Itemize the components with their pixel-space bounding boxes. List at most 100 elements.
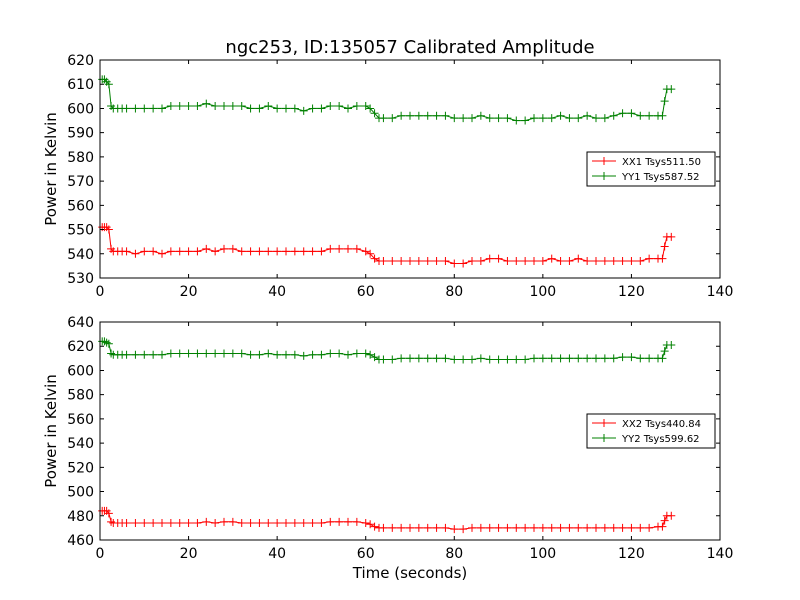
bottom-axes-frame [99, 321, 721, 541]
bottom-series-1-point [459, 525, 468, 534]
bottom-series-2-point [352, 349, 361, 358]
top-legend: XX1 Tsys511.50 YY1 Tsys587.52 [586, 151, 716, 187]
top-series-2-point [556, 111, 565, 120]
bottom-series-2-point [202, 349, 211, 358]
top-series-1-point [149, 247, 158, 256]
bottom-series-1-point [290, 519, 299, 528]
bottom-series-1-point [273, 519, 282, 528]
top-x-tick-label: 20 [180, 284, 198, 300]
bottom-series-2-point [335, 349, 344, 358]
top-series-2-point [104, 80, 113, 89]
top-series-2-point [175, 102, 184, 111]
top-y-tick-label: 620 [67, 53, 94, 69]
top-y-tick-label: 570 [67, 174, 94, 190]
bottom-series-1-point [140, 519, 149, 528]
top-series-1-point [175, 247, 184, 256]
bottom-x-tick-label: 0 [96, 546, 105, 562]
top-series-1-point [202, 244, 211, 253]
bottom-series-2-point [530, 354, 538, 363]
top-series-2-point [468, 114, 476, 123]
bottom-series-2 [98, 337, 676, 364]
bottom-series-1-point [592, 523, 600, 532]
top-legend-label: YY1 Tsys587.52 [621, 172, 700, 183]
bottom-x-tick-label: 20 [180, 546, 198, 562]
bottom-series-2-point [264, 349, 273, 358]
top-series-2-point [565, 114, 574, 123]
top-series-1-point [131, 249, 140, 258]
bottom-series-1-point [414, 523, 423, 532]
bottom-series-2-point [370, 353, 379, 362]
bottom-series-1-point [609, 523, 618, 532]
top-series-2-point [361, 102, 370, 111]
top-series-1-point [565, 257, 574, 266]
top-series-2-point [166, 102, 175, 111]
top-x-tick-label: 40 [268, 284, 286, 300]
top-series-2-point [202, 99, 211, 108]
top-series-2-point [538, 114, 547, 123]
top-series-1-point [618, 257, 627, 266]
top-series-1-point [592, 257, 600, 266]
bottom-series-1-point [521, 523, 530, 532]
bottom-series-1-point [530, 523, 538, 532]
bottom-y-tick-label: 640 [67, 315, 94, 331]
bottom-series-1-point [211, 519, 220, 528]
top-x-tick-label: 120 [618, 284, 645, 300]
bottom-series-1-point [600, 523, 609, 532]
top-legend-marker [600, 157, 608, 165]
top-x-tick-label: 0 [96, 284, 105, 300]
top-series-2-point [667, 85, 676, 94]
bottom-series-1-point [299, 519, 308, 528]
bottom-series-2-point [441, 354, 450, 363]
top-series-2-point [246, 104, 255, 113]
top-series-2-point [379, 114, 388, 123]
top-series-2-point [450, 114, 459, 123]
top-series-2-point [264, 102, 273, 111]
bottom-legend-box [586, 413, 716, 449]
bottom-series-1-point [228, 517, 237, 526]
bottom-series-2-point [140, 350, 149, 359]
top-legend-label: XX1 Tsys511.50 [622, 157, 701, 168]
top-series-2-point [149, 104, 158, 113]
top-series-2-point [158, 104, 166, 113]
bottom-series-2-point [547, 354, 556, 363]
bottom-series-1-point [627, 523, 636, 532]
top-series-1-point [220, 244, 228, 253]
bottom-series-2-point [494, 355, 503, 364]
top-series-1-point [636, 257, 645, 266]
top-series-2 [98, 75, 676, 125]
bottom-series-1-point [583, 523, 592, 532]
bottom-series-1-point [547, 523, 556, 532]
top-y-tick-label: 560 [67, 198, 94, 214]
top-series-1-point [423, 257, 432, 266]
bottom-series-1-point [158, 519, 166, 528]
top-series-1-point [547, 254, 556, 263]
top-series-2-point [308, 104, 317, 113]
bottom-series-1-point [175, 519, 184, 528]
top-series-2-point [627, 109, 636, 118]
bottom-series-1-point [636, 523, 645, 532]
bottom-series-2-point [326, 349, 335, 358]
x-axis-label: Time (seconds) [352, 564, 468, 582]
bottom-series-1-point [494, 523, 503, 532]
top-series-1-point [645, 254, 654, 263]
bottom-legend: XX2 Tsys440.84 YY2 Tsys599.62 [586, 413, 716, 449]
top-series-2-point [237, 102, 246, 111]
top-series-2-point [255, 104, 264, 113]
bottom-series-2-point [600, 354, 609, 363]
top-axes-frame [99, 59, 721, 279]
top-series-1-point [335, 244, 344, 253]
bottom-series-2-point [627, 353, 636, 362]
top-series-2-point [414, 111, 423, 120]
top-series-2-point [366, 104, 375, 113]
bottom-series-2-point [592, 354, 600, 363]
bottom-series-1-point [131, 519, 140, 528]
top-series-1-point [494, 254, 503, 263]
bottom-series-2-point [432, 354, 441, 363]
top-series-2-point [193, 102, 202, 111]
top-series-2-point [660, 97, 669, 106]
bottom-series-2-point [459, 355, 468, 364]
top-series-1-point [122, 247, 131, 256]
top-series-1-point [282, 247, 290, 256]
top-series-1-point [406, 257, 414, 266]
bottom-series-2-point [211, 349, 220, 358]
